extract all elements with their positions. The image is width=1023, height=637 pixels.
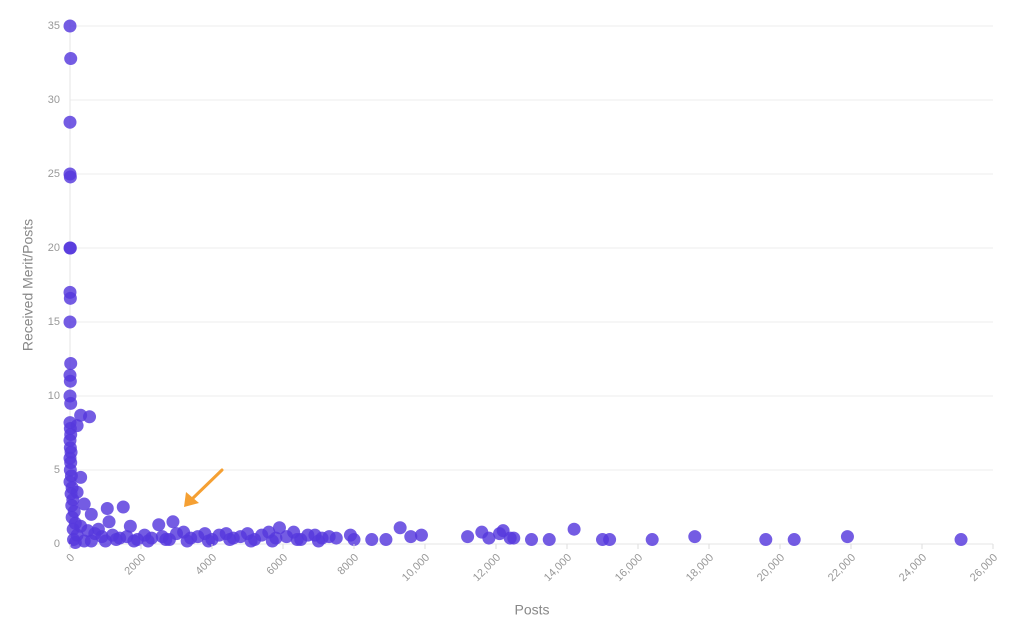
point [64,396,78,410]
points [63,19,968,550]
point [272,521,286,535]
point [379,533,393,547]
point [63,115,77,129]
grid-layer [70,25,993,545]
y-tick-label: 30 [48,94,60,106]
point [127,534,141,548]
x-tick-label: 26,000 [968,552,1000,584]
x-tick-label: 12,000 [471,552,503,584]
point [84,534,98,548]
x-tick-label: 6000 [264,552,290,578]
point [265,534,279,548]
point [159,533,173,547]
point [63,19,77,33]
point [482,531,496,545]
point [404,530,418,544]
point [787,533,801,547]
point [280,530,294,544]
point [63,374,77,388]
point [840,530,854,544]
y-tick-label: 10 [48,390,60,402]
y-tick-label: 25 [48,168,60,180]
y-tick-label: 0 [54,538,60,550]
point [77,497,91,511]
point [244,534,258,548]
x-tick-label: 20,000 [755,552,787,584]
point [141,534,155,548]
x-tick-label: 24,000 [897,552,929,584]
point [301,528,315,542]
x-tick-label: 0 [64,552,77,565]
x-tick-label: 4000 [193,552,219,578]
point [180,534,194,548]
point [393,521,407,535]
x-tick-label: 2000 [122,552,148,578]
x-tick-label: 8000 [335,552,361,578]
point [347,533,361,547]
point [109,533,123,547]
point [603,533,617,547]
point [233,530,247,544]
point [567,522,581,536]
x-tick-label: 22,000 [826,552,858,584]
point [170,527,183,541]
point [70,485,84,499]
point [759,533,773,547]
point [152,518,166,532]
point [414,528,428,542]
point [223,533,237,547]
point [645,533,659,547]
y-tick-label: 5 [54,464,60,476]
x-tick-label: 18,000 [684,552,716,584]
x-tick-label: 10,000 [400,552,432,584]
point [64,356,78,370]
point [63,170,77,184]
point [102,515,116,529]
point [99,534,112,548]
point [688,530,702,544]
point [954,533,968,547]
point [83,410,97,424]
point [525,533,538,547]
point [542,533,556,547]
point [63,241,77,255]
point [74,470,88,484]
point [201,534,215,548]
point [322,530,336,544]
point [70,419,84,433]
point [63,291,77,305]
x-tick-label: 16,000 [613,552,645,584]
point [191,530,205,544]
point [365,533,379,547]
point [290,533,304,547]
point [64,52,78,66]
y-tick-label: 35 [48,20,60,32]
point [507,531,521,545]
x-axis-title: Posts [514,602,549,618]
y-axis-title: Received Merit/Posts [20,219,36,351]
annotation-arrow [184,468,224,507]
y-tick-label: 20 [48,242,60,254]
point [255,528,269,542]
point [166,515,180,529]
x-tick-label: 14,000 [542,552,574,584]
point [116,500,130,514]
point [100,501,114,515]
point [84,507,98,521]
point [212,528,226,542]
point [461,530,475,544]
point [63,315,77,329]
point [312,534,325,548]
point [123,519,137,533]
y-tick-label: 15 [48,316,60,328]
